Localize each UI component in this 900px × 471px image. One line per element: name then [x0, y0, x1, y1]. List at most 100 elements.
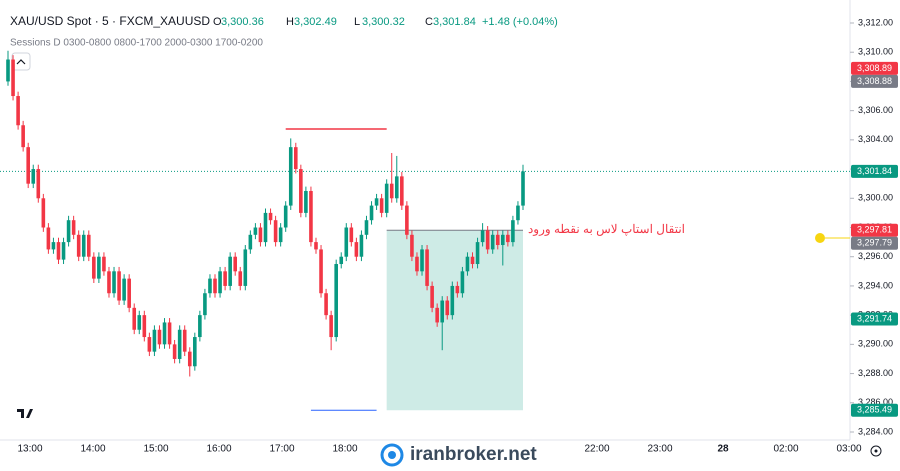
candle-body	[304, 190, 308, 213]
change: +1.48 (+0.04%)	[482, 16, 558, 28]
candle-body	[475, 242, 480, 265]
candle-body	[193, 337, 197, 367]
x-tick-label: 22:00	[584, 444, 609, 455]
y-tick-label: 3,310.00	[858, 47, 893, 57]
candle-body	[369, 205, 374, 221]
candle-body	[76, 234, 81, 257]
x-tick-label: 14:00	[80, 444, 105, 455]
candle-body	[203, 293, 207, 316]
price-badge-label: 3,301.84	[857, 166, 892, 176]
sessions: Sessions D 0300-0800 0800-1700 2000-0300…	[10, 38, 263, 49]
candle-body	[238, 271, 243, 286]
candle-body	[122, 278, 126, 301]
y-tick-label: 3,284.00	[858, 426, 893, 436]
candle-body	[66, 220, 71, 243]
y-tick-label: 3,286.00	[858, 397, 893, 407]
candle-body	[36, 169, 41, 199]
candle-body	[218, 271, 222, 294]
settings-icon[interactable]	[870, 445, 882, 457]
price-badge	[851, 223, 898, 237]
candle-body	[521, 171, 525, 206]
candle-body	[506, 234, 510, 243]
candle-body	[329, 315, 333, 338]
alert-dot[interactable]	[815, 233, 825, 243]
price-badge-label: 3,308.89	[857, 63, 892, 73]
candle-body	[6, 59, 10, 82]
candle-body	[152, 329, 157, 352]
y-tick-label: 3,288.00	[858, 368, 893, 378]
x-tick-label: 23:00	[647, 444, 672, 455]
candle-body	[253, 227, 258, 235]
y-tick-label: 3,296.00	[858, 251, 893, 261]
candle-body	[16, 96, 20, 126]
candle-body	[187, 351, 192, 367]
candle-body	[334, 264, 338, 338]
price-badge-label: 3,291.74	[857, 313, 892, 323]
price-badge	[851, 312, 898, 326]
candle-body	[97, 256, 101, 279]
price-badge-label: 3,285.49	[857, 405, 892, 415]
candle-body	[490, 234, 495, 250]
annotation: انتقال استاپ لاس به نقطه ورود	[528, 222, 685, 236]
candle-body	[314, 242, 318, 250]
candle-body	[324, 293, 328, 316]
candle-body	[157, 329, 162, 345]
legend-value: 3,302.49	[294, 16, 337, 28]
candle-body	[46, 227, 51, 250]
candle-body	[102, 256, 106, 272]
candle-body	[268, 212, 273, 221]
candle-body	[405, 205, 409, 235]
y-tick-label: 3,312.00	[858, 17, 893, 27]
x-tick-label: 13:00	[17, 444, 42, 455]
candle-body	[258, 227, 263, 243]
y-tick-label: 3,304.00	[858, 134, 893, 144]
candle-body	[283, 205, 288, 228]
candle-body	[208, 278, 212, 294]
candle-body	[112, 271, 116, 294]
target-zone	[386, 230, 523, 411]
candle-body	[26, 147, 30, 184]
y-tick-label: 3,294.00	[858, 280, 893, 290]
candle-body	[51, 242, 56, 250]
candle-body	[511, 220, 515, 243]
price-badge	[851, 236, 898, 250]
price-badge	[851, 61, 898, 75]
candle-body	[86, 234, 91, 257]
candle-body	[117, 271, 121, 301]
legend-value: 3,300.32	[362, 16, 405, 28]
candle-body	[81, 234, 86, 257]
legend-value: 3,301.84	[433, 16, 476, 28]
candle-body	[501, 234, 505, 246]
y-tick-label: 3,300.00	[858, 193, 893, 203]
candle-body	[127, 278, 131, 308]
legend-value: 3,300.36	[221, 16, 264, 28]
legend-key: O	[213, 16, 222, 28]
candle-body	[299, 169, 303, 213]
candle-body	[389, 183, 394, 199]
candle-body	[425, 249, 429, 286]
candle-body	[455, 285, 460, 294]
candle-body	[147, 337, 152, 352]
tv-logo	[16, 406, 34, 420]
price-badge-label: 3,308.88	[857, 76, 892, 86]
candle-body	[349, 227, 354, 243]
candle-body	[319, 249, 323, 294]
candle-body	[228, 256, 232, 286]
candle-body	[415, 256, 419, 272]
candle-body	[41, 198, 46, 228]
candle-body	[410, 234, 414, 257]
x-tick-label: 28	[717, 444, 729, 455]
candle-body	[344, 227, 349, 257]
candle-body	[394, 176, 399, 199]
x-tick-label: 16:00	[206, 444, 231, 455]
candle-body	[56, 242, 61, 260]
watermark-logo	[380, 443, 404, 467]
legend-key: C	[425, 16, 433, 28]
candle-body	[233, 256, 238, 272]
candle-body	[364, 220, 369, 235]
candle-body	[359, 234, 364, 257]
candle-body	[379, 198, 384, 213]
y-tick-label: 3,306.00	[858, 105, 893, 115]
